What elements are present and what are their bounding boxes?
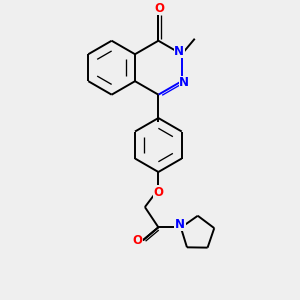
Text: N: N — [175, 218, 185, 231]
Text: N: N — [179, 76, 189, 89]
Text: O: O — [153, 186, 164, 199]
Text: O: O — [154, 2, 164, 15]
Text: N: N — [174, 45, 184, 58]
Text: O: O — [133, 234, 142, 248]
